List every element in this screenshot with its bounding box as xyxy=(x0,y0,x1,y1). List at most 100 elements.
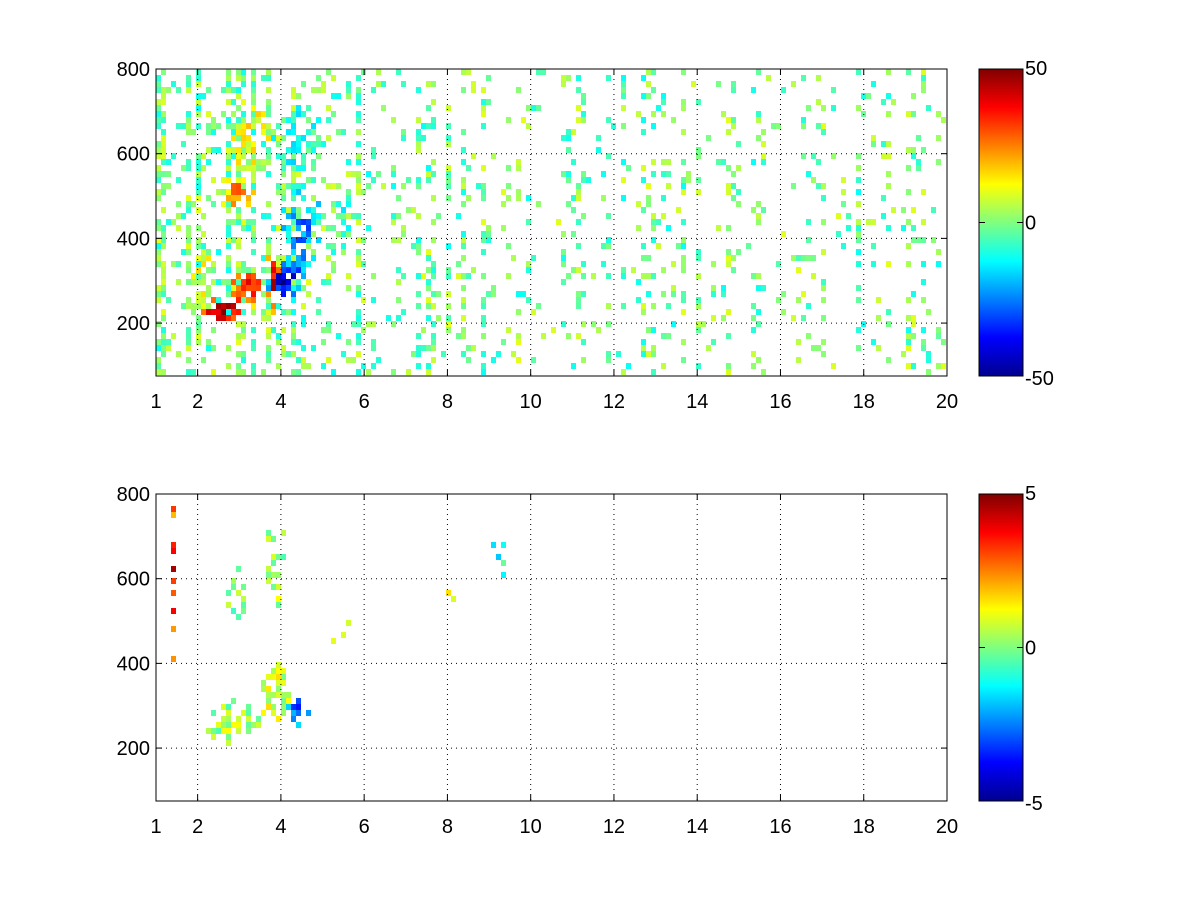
heatmap-cell xyxy=(526,297,531,303)
heatmap-cell xyxy=(571,363,576,369)
heatmap-cell xyxy=(481,219,486,225)
heatmap-cell xyxy=(761,285,766,291)
heatmap-cell xyxy=(371,153,376,159)
heatmap-cell xyxy=(201,279,206,285)
heatmap-cell xyxy=(311,231,316,237)
heatmap-cell xyxy=(201,153,206,159)
heatmap-cell xyxy=(161,225,166,231)
heatmap-cell xyxy=(456,261,461,267)
heatmap-cell xyxy=(251,219,256,225)
heatmap-cell xyxy=(576,75,581,81)
heatmap-cell xyxy=(866,219,871,225)
heatmap-cell xyxy=(251,297,256,303)
x-tick-label: 6 xyxy=(359,391,370,413)
heatmap-cell xyxy=(381,105,386,111)
heatmap-cell xyxy=(236,171,241,177)
heatmap-cell xyxy=(276,261,281,267)
heatmap-cell xyxy=(356,237,361,243)
heatmap-cell xyxy=(731,123,736,129)
heatmap-cell xyxy=(221,728,226,734)
heatmap-cell xyxy=(661,99,666,105)
heatmap-cell xyxy=(736,189,741,195)
heatmap-cell xyxy=(216,249,221,255)
heatmap-cell xyxy=(286,692,291,698)
heatmap-cell xyxy=(696,363,701,369)
heatmap-cell xyxy=(416,351,421,357)
heatmap-cell xyxy=(891,99,896,105)
heatmap-cell xyxy=(646,255,651,261)
heatmap-cell xyxy=(296,189,301,195)
heatmap-cell xyxy=(371,321,376,327)
heatmap-cell xyxy=(801,123,806,129)
heatmap-cell xyxy=(561,231,566,237)
heatmap-cell xyxy=(426,105,431,111)
heatmap-cell xyxy=(181,249,186,255)
heatmap-cell xyxy=(251,177,256,183)
heatmap-cell xyxy=(801,75,806,81)
heatmap-cell xyxy=(856,219,861,225)
heatmap-cell xyxy=(236,75,241,81)
heatmap-cell xyxy=(251,267,256,273)
heatmap-cell xyxy=(726,363,731,369)
heatmap-cell xyxy=(301,321,306,327)
heatmap-cell xyxy=(196,159,201,165)
heatmap-cell xyxy=(211,345,216,351)
heatmap-cell xyxy=(921,237,926,243)
heatmap-cell xyxy=(241,135,246,141)
heatmap-cell xyxy=(711,285,716,291)
heatmap-cell xyxy=(936,333,941,339)
heatmap-cell xyxy=(796,267,801,273)
heatmap-cell xyxy=(266,692,271,698)
heatmap-cell xyxy=(481,303,486,309)
heatmap-cell xyxy=(486,291,491,297)
heatmap-cell xyxy=(356,219,361,225)
heatmap-cell xyxy=(281,171,286,177)
heatmap-cell xyxy=(581,93,586,99)
heatmap-cell xyxy=(236,165,241,171)
heatmap-cell xyxy=(306,261,311,267)
heatmap-cell xyxy=(446,123,451,129)
x-tick-label: 12 xyxy=(603,816,625,838)
heatmap-cell xyxy=(286,213,291,219)
heatmap-cell xyxy=(196,237,201,243)
heatmap-cell xyxy=(331,201,336,207)
heatmap-cell xyxy=(241,369,246,375)
heatmap-cell xyxy=(736,141,741,147)
heatmap-cell xyxy=(326,135,331,141)
heatmap-cell xyxy=(291,339,296,345)
heatmap-cell xyxy=(211,734,216,740)
heatmap-cell xyxy=(186,231,191,237)
heatmap-cell xyxy=(291,165,296,171)
heatmap-cell xyxy=(156,123,161,129)
heatmap-cell xyxy=(186,123,191,129)
heatmap-cell xyxy=(716,159,721,165)
heatmap-cell xyxy=(221,315,226,321)
heatmap-cell xyxy=(196,273,201,279)
heatmap-cell xyxy=(346,213,351,219)
heatmap-cell xyxy=(756,273,761,279)
heatmap-cell xyxy=(801,117,806,123)
heatmap-cell xyxy=(241,189,246,195)
heatmap-cell xyxy=(921,87,926,93)
heatmap-cell xyxy=(461,183,466,189)
heatmap-cell xyxy=(391,237,396,243)
heatmap-cell xyxy=(161,309,166,315)
heatmap-cell xyxy=(251,117,256,123)
heatmap-cell xyxy=(311,159,316,165)
heatmap-cell xyxy=(356,159,361,165)
heatmap-cell xyxy=(296,111,301,117)
heatmap-cell xyxy=(276,692,281,698)
heatmap-cell xyxy=(236,566,241,572)
heatmap-cell xyxy=(681,159,686,165)
heatmap-cell xyxy=(906,339,911,345)
heatmap-cell xyxy=(646,183,651,189)
heatmap-cell xyxy=(676,243,681,249)
heatmap-cell xyxy=(621,195,626,201)
heatmap-cell xyxy=(276,225,281,231)
heatmap-cell xyxy=(836,231,841,237)
heatmap-cell xyxy=(186,165,191,171)
heatmap-cell xyxy=(471,87,476,93)
heatmap-cell xyxy=(246,716,251,722)
heatmap-cell xyxy=(356,309,361,315)
